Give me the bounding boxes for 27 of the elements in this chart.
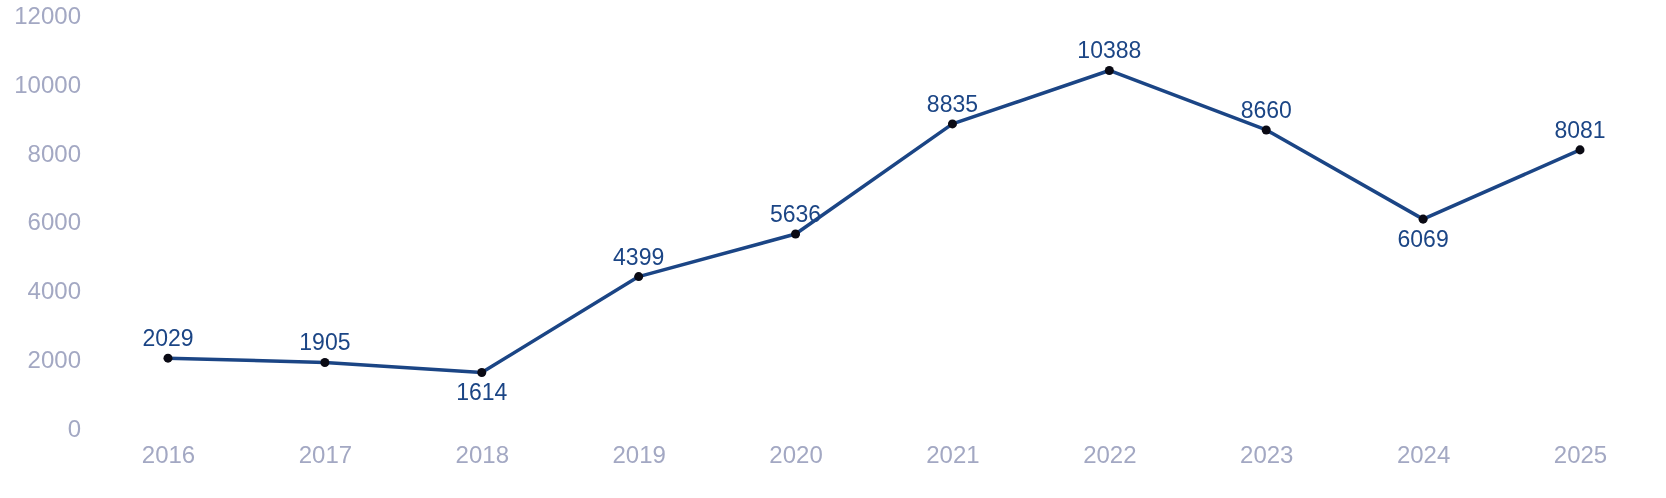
data-label: 2029 [142,325,194,352]
x-tick-label: 2016 [141,441,196,469]
y-tick-label: 12000 [14,1,81,29]
data-label: 1614 [456,379,508,406]
y-tick-label: 10000 [14,70,81,98]
data-label: 5636 [769,201,822,228]
data-label: 1905 [299,329,351,356]
y-tick-label: 4000 [27,277,81,305]
x-tick-label: 2025 [1553,441,1608,469]
x-tick-label: 2022 [1083,441,1137,469]
y-tick-label: 2000 [27,346,81,374]
x-tick-label: 2024 [1396,441,1451,469]
x-tick-label: 2023 [1240,441,1294,469]
x-tick-label: 2020 [769,441,823,469]
y-tick-label: 8000 [27,139,81,167]
data-label: 4399 [613,243,665,270]
data-label: 6069 [1397,226,1449,253]
data-label: 8835 [926,90,979,117]
data-label: 8081 [1554,116,1606,143]
data-label: 8660 [1240,96,1292,123]
x-tick-label: 2017 [298,441,353,469]
x-tick-label: 2019 [612,441,666,469]
data-label: 10388 [1077,37,1142,64]
x-tick-label: 2018 [455,441,509,469]
y-tick-label: 6000 [27,208,81,236]
y-tick-label: 0 [67,414,81,442]
x-tick-label: 2021 [926,441,980,469]
